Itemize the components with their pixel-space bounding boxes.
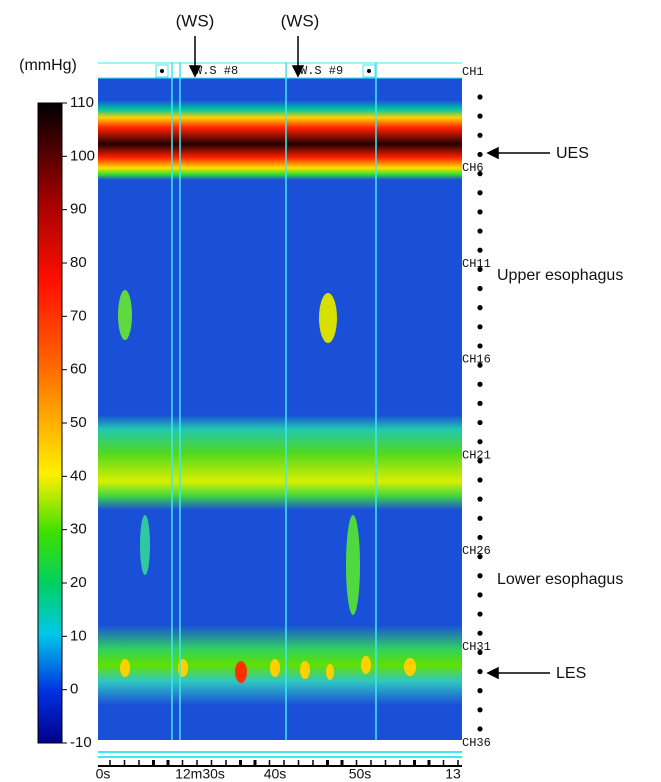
channel-label: CH6 [462, 161, 484, 175]
time-axis [98, 751, 462, 767]
sensor-dot [477, 400, 483, 406]
sensor-dot [477, 343, 483, 349]
sensor-dot [477, 439, 483, 445]
sensor-dot [477, 190, 483, 196]
sensor-dot [477, 228, 483, 234]
channel-label: CH11 [462, 257, 491, 271]
sensor-dot [477, 132, 483, 138]
sensor-dot [477, 458, 483, 464]
annotation: UES [556, 145, 589, 162]
sensor-dot [477, 688, 483, 694]
channel-label: CH31 [462, 640, 491, 654]
time-label: 0s [96, 766, 111, 782]
channel-label: CH36 [462, 736, 491, 750]
sensor-dot [477, 649, 483, 655]
blob [346, 515, 360, 615]
les-band [98, 625, 462, 705]
colorbar-tick-label: 40 [70, 467, 87, 484]
time-label: 12m30s [175, 766, 225, 782]
sensor-dot [477, 324, 483, 330]
sensor-dot [477, 94, 483, 100]
ues-band [98, 100, 462, 180]
colorbar-tick-label: 60 [70, 361, 87, 378]
blob [140, 515, 150, 575]
ws-arrows [188, 36, 305, 78]
sensor-dot [477, 496, 483, 502]
sensor-dot [477, 171, 483, 177]
sensor-dot [477, 285, 483, 292]
colorbar-tick-label: 20 [70, 574, 87, 591]
sensor-dot [477, 305, 483, 311]
sensor-dot [477, 668, 483, 675]
blob [118, 290, 132, 340]
sensor-dot [477, 362, 483, 368]
colorbar-tick-label: 80 [70, 254, 87, 271]
colorbar [37, 102, 63, 744]
sensor-dot [477, 707, 483, 713]
colorbar-ticks: -10 0 10 20 30 40 50 60 70 80 90 100 110 [62, 94, 95, 751]
channel-label: CH16 [462, 353, 491, 367]
time-label: 50s [349, 766, 372, 782]
unit-label: (mmHg) [19, 57, 77, 74]
sensor-dot [477, 113, 483, 119]
sensor-dots [477, 94, 483, 732]
annotation-arrows [486, 146, 550, 680]
mid-band [98, 415, 462, 510]
marker [160, 69, 164, 73]
sensor-dot [477, 630, 483, 636]
colorbar-tick-label: 90 [70, 201, 87, 218]
channel-label: CH26 [462, 544, 491, 558]
channel-label: CH1 [462, 65, 484, 79]
ws-label: (WS) [281, 11, 320, 30]
colorbar-tick-label: 30 [70, 521, 87, 538]
channel-label: CH21 [462, 448, 491, 462]
sensor-dot [477, 592, 483, 598]
event-lines [171, 62, 377, 740]
sensor-dot [477, 209, 483, 215]
colorbar-tick-label: 10 [70, 627, 87, 644]
annotation: Upper esophagus [497, 267, 623, 284]
sensor-dot [477, 381, 483, 387]
event-label: W.S #9 [300, 64, 343, 78]
sensor-dot [477, 247, 483, 253]
colorbar-tick-label: 0 [70, 681, 78, 698]
sensor-dot [477, 266, 483, 272]
sensor-dot [477, 515, 483, 521]
sensor-dot [477, 611, 483, 617]
sensor-dot [477, 477, 483, 483]
sensor-dot [477, 151, 483, 158]
colorbar-tick-label: 50 [70, 414, 87, 431]
sensor-dot [477, 554, 483, 560]
colorbar-tick-label: 100 [70, 147, 95, 164]
blob [319, 293, 337, 343]
annotation: Lower esophagus [497, 571, 623, 588]
colorbar-tick-label: 110 [70, 94, 94, 111]
ws-label: (WS) [176, 11, 215, 30]
colorbar-tick-label: 70 [70, 307, 87, 324]
sensor-dot [477, 534, 483, 541]
annotation: LES [556, 665, 586, 682]
top-bar [98, 62, 462, 79]
sensor-dot [477, 573, 483, 579]
event-label: W.S #8 [195, 64, 238, 78]
time-label: 13 [445, 766, 461, 782]
channels: CH1 CH6 CH11 CH16 CH21 CH26 CH31 CH36 [462, 65, 491, 750]
time-ticks: 0s 12m30s 40s 50s 13 [96, 760, 461, 782]
sensor-dot [477, 419, 483, 426]
colorbar-tick-label: -10 [70, 734, 92, 751]
marker [367, 69, 371, 73]
sensor-dot [477, 726, 483, 732]
time-label: 40s [264, 766, 287, 782]
